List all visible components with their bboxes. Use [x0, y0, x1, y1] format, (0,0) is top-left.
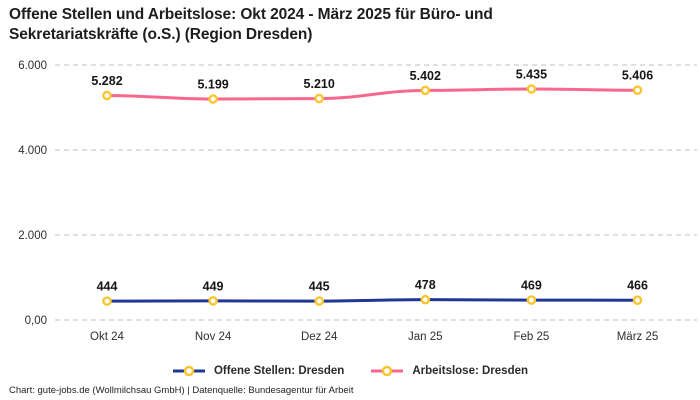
x-tick-label: Feb 25 — [513, 331, 549, 343]
data-point-marker[interactable] — [314, 296, 325, 306]
legend-item-offene-stellen[interactable]: Offene Stellen: Dresden — [172, 365, 344, 377]
y-tick-label: 2.000 — [18, 230, 47, 242]
data-point-label: 466 — [627, 279, 648, 293]
data-point-label: 478 — [415, 278, 436, 292]
legend-line-marker-icon — [172, 365, 205, 377]
y-tick-label: 0,00 — [25, 315, 47, 327]
x-tick-label: Dez 24 — [301, 331, 338, 343]
x-tick-label: Nov 24 — [195, 331, 232, 343]
data-point-marker[interactable] — [526, 295, 537, 305]
legend-label: Arbeitslose: Dresden — [412, 365, 529, 377]
chart-legend: Offene Stellen: Dresden Arbeitslose: Dre… — [0, 361, 700, 381]
y-tick-label: 4.000 — [18, 145, 47, 157]
data-point-label: 5.210 — [304, 77, 335, 91]
attribution-text: Chart: gute-jobs.de (Wollmilchsau GmbH) … — [9, 385, 354, 396]
data-point-label: 5.199 — [197, 78, 228, 92]
x-tick-label: Jan 25 — [408, 331, 443, 343]
data-point-label: 445 — [309, 280, 330, 294]
data-point-label: 449 — [203, 279, 224, 293]
data-point-marker[interactable] — [208, 296, 218, 306]
data-point-marker[interactable] — [208, 94, 218, 104]
data-point-label: 5.402 — [410, 69, 441, 83]
data-point-marker[interactable] — [632, 85, 643, 96]
data-point-label: 444 — [97, 280, 118, 294]
data-point-label: 469 — [521, 279, 542, 293]
data-point-marker[interactable] — [632, 295, 643, 305]
chart-title: Offene Stellen und Arbeitslose: Okt 2024… — [9, 6, 493, 43]
data-point-marker[interactable] — [102, 296, 112, 306]
legend-ring-icon — [183, 365, 195, 377]
data-point-marker[interactable] — [102, 90, 112, 101]
data-point-marker[interactable] — [526, 84, 537, 94]
y-tick-label: 6.000 — [18, 60, 47, 72]
data-point-marker[interactable] — [314, 93, 325, 104]
legend-label: Offene Stellen: Dresden — [213, 365, 345, 377]
data-point-label: 5.282 — [91, 74, 122, 88]
line-chart: 0,00 2.000 4.000 6.000 Okt 24 Nov 24 Dez 24 Jan… — [18, 60, 697, 343]
legend-item-arbeitslose[interactable]: Arbeitslose: Dresden — [370, 365, 528, 377]
legend-ring-icon — [382, 365, 393, 377]
legend-line-marker-icon — [371, 365, 404, 377]
data-point-label: 5.435 — [516, 68, 547, 82]
series-line-0 — [105, 298, 639, 303]
data-point-marker[interactable] — [420, 294, 431, 305]
data-point-label: 5.406 — [622, 69, 653, 83]
x-tick-label: März 25 — [617, 331, 659, 343]
data-point-marker[interactable] — [420, 85, 431, 96]
series-line-1 — [105, 87, 639, 101]
x-tick-label: Okt 24 — [90, 331, 124, 343]
